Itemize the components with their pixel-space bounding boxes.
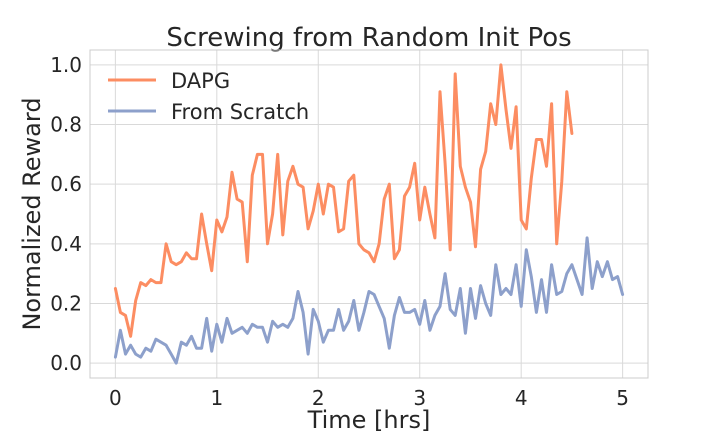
y-tick-label: 0.8 [50, 113, 82, 137]
y-tick-label: 0.6 [50, 172, 82, 196]
x-tick-label: 5 [616, 386, 629, 410]
plot-frame [89, 49, 649, 379]
x-tick-label: 1 [210, 386, 223, 410]
series-line-from-scratch [113, 236, 625, 365]
chart-title: Screwing from Random Init Pos [166, 23, 571, 53]
y-tick-label: 1.0 [50, 53, 82, 77]
x-tick-label: 0 [109, 386, 122, 410]
y-tick-label: 0.0 [50, 351, 82, 375]
y-tick-label: 0.2 [50, 291, 82, 315]
y-tick-label: 0.4 [50, 232, 82, 256]
x-axis-label: Time [hrs] [307, 406, 431, 432]
x-tick-labels: 0 1 2 3 4 5 [109, 386, 629, 410]
y-axis-label: Normalized Reward [18, 97, 46, 330]
legend-label-from-scratch: From Scratch [171, 100, 309, 124]
legend: DAPG From Scratch [108, 69, 309, 124]
series-line-dapg [113, 63, 574, 338]
x-tick-label: 2 [312, 386, 325, 410]
x-tick-label: 4 [515, 386, 528, 410]
x-tick-label: 3 [413, 386, 426, 410]
y-tick-labels: 0.0 0.2 0.4 0.6 0.8 1.0 [50, 53, 82, 375]
legend-label-dapg: DAPG [171, 69, 230, 93]
series-layer [113, 63, 625, 365]
